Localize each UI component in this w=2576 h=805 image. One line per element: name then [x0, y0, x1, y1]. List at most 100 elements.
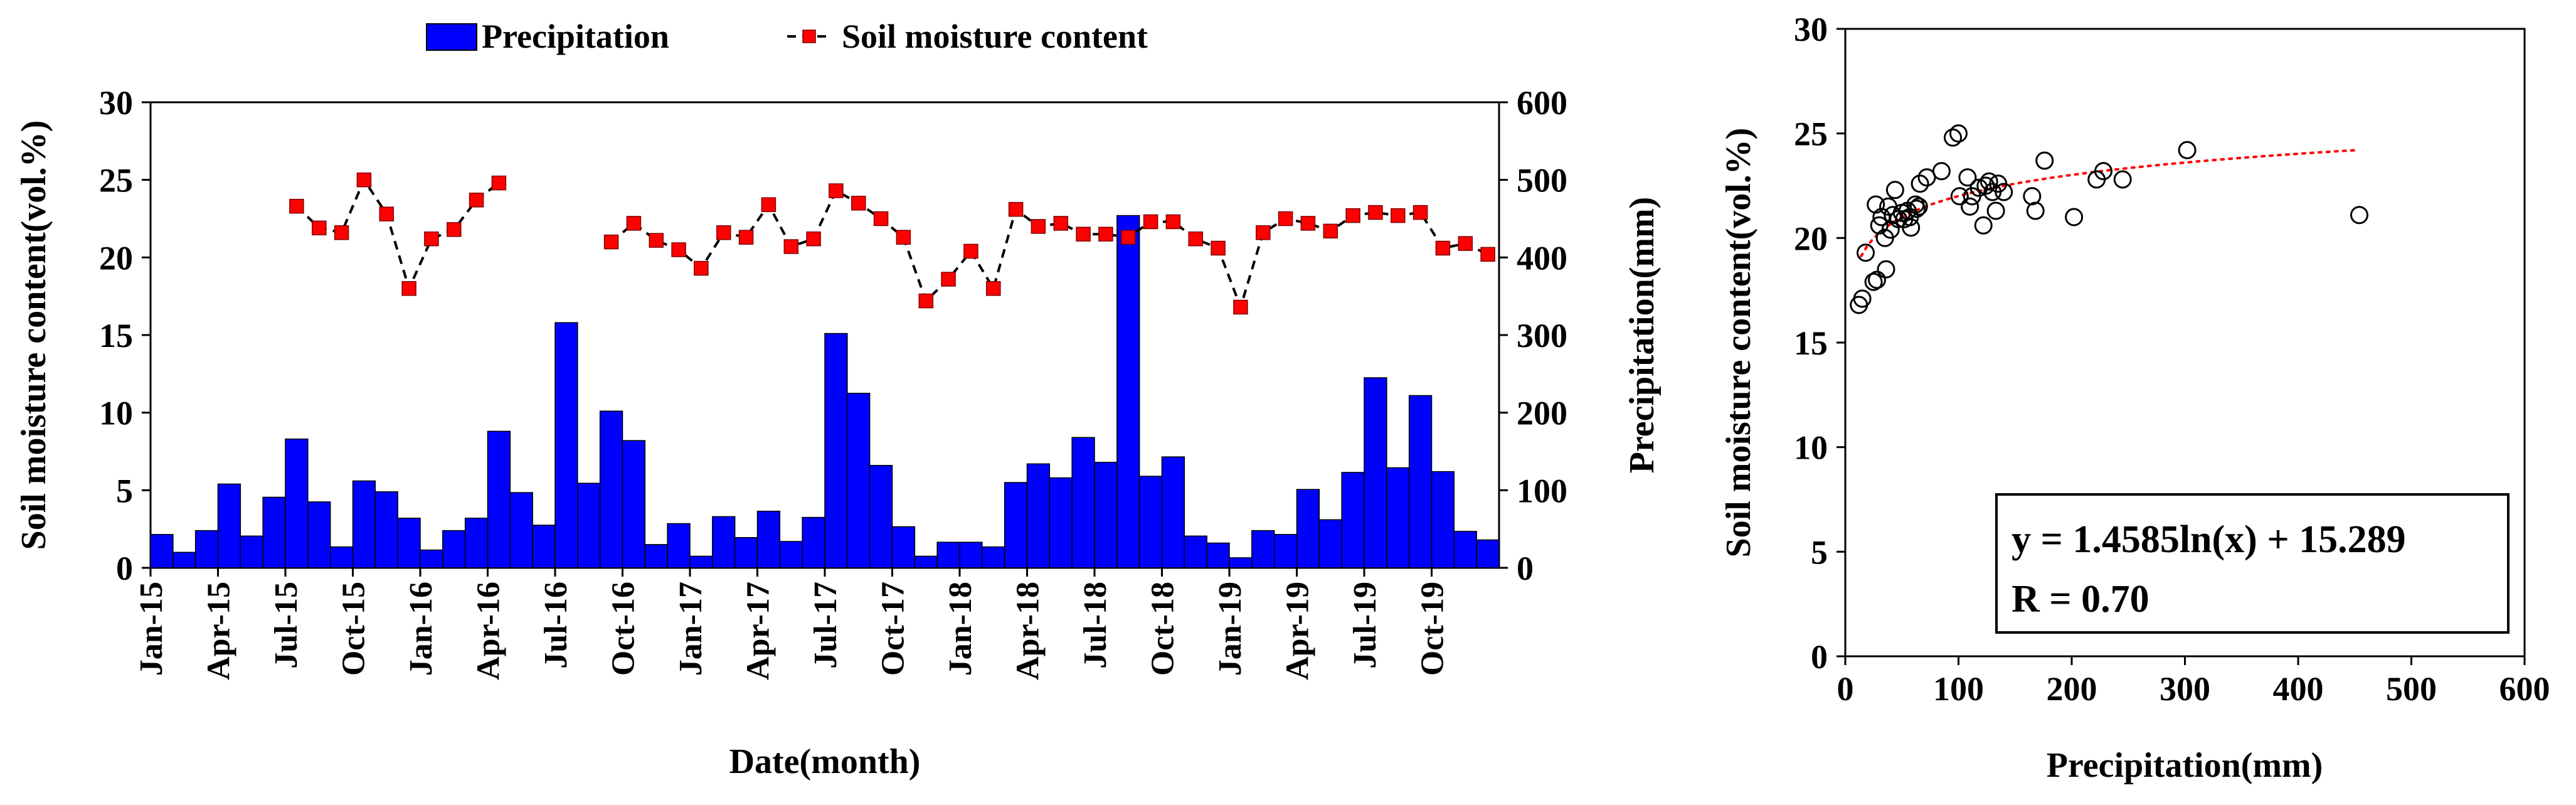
y-left-tick-label: 30 — [99, 84, 133, 122]
soil-moisture-series — [289, 172, 1495, 315]
x-tick-label: Apr-17 — [741, 582, 777, 680]
soil-moisture-marker — [671, 242, 686, 257]
scatter-point — [2035, 151, 2054, 170]
soil-moisture-marker — [401, 281, 416, 296]
scatter-point — [1969, 178, 1988, 197]
scatter-point — [1976, 176, 1995, 195]
scatter-x-axis-title: Precipitation(mm) — [2047, 746, 2323, 785]
precipitation-bar — [240, 535, 263, 568]
equation-box-frame — [1995, 493, 2510, 634]
precipitation-bar — [914, 555, 938, 568]
y-right-tick-label: 400 — [1517, 239, 1567, 277]
soil-moisture-marker — [649, 233, 664, 248]
scatter-y-tick-label: 15 — [1794, 324, 1828, 362]
scatter-point — [1974, 216, 1993, 235]
precipitation-bar — [464, 518, 489, 568]
y-right-tick-label: 600 — [1517, 84, 1567, 122]
soil-moisture-marker — [469, 193, 484, 208]
soil-moisture-marker — [424, 231, 439, 247]
legend-swatch-precipitation — [426, 23, 477, 51]
scatter-point — [1868, 270, 1886, 289]
scatter-x-tick-label: 100 — [1933, 670, 1984, 708]
precipitation-bar — [891, 526, 916, 568]
precipitation-bar — [1206, 542, 1230, 568]
precipitation-bar — [329, 546, 354, 568]
precipitation-bar — [1138, 476, 1163, 568]
soil-moisture-marker — [1391, 208, 1406, 223]
scatter-point — [1857, 243, 1875, 262]
precipitation-bar — [397, 518, 421, 568]
soil-moisture-marker — [312, 220, 327, 236]
x-tick-label: Jul-16 — [538, 582, 574, 669]
soil-moisture-marker — [738, 230, 754, 245]
scatter-point — [2350, 206, 2368, 225]
soil-moisture-marker — [1435, 240, 1451, 256]
precipitation-bar — [1094, 462, 1118, 568]
soil-moisture-line — [610, 189, 1488, 311]
x-tick-label: Oct-17 — [876, 582, 911, 676]
scatter-point — [1932, 162, 1951, 181]
soil-moisture-marker — [447, 222, 462, 237]
x-tick-label: Jul-18 — [1078, 582, 1113, 669]
soil-moisture-marker — [1368, 205, 1383, 220]
soil-moisture-marker — [716, 225, 731, 240]
soil-moisture-marker — [963, 243, 978, 259]
time-series-chart: Precipitation Soil moisture content 0 5 10… — [14, 18, 1662, 781]
precipitation-bar — [1026, 463, 1051, 568]
soil-moisture-marker — [334, 225, 349, 240]
precipitation-bar — [532, 525, 556, 568]
scatter-y-tick-label: 0 — [1811, 638, 1828, 676]
precipitation-bar — [1386, 467, 1410, 568]
precipitation-bar — [847, 393, 871, 568]
soil-moisture-marker — [873, 211, 889, 227]
scatter-point — [1867, 195, 1885, 214]
equation-box: y = 1.4585ln(x) + 15.289 R = 0.70 — [1995, 493, 2510, 634]
soil-moisture-marker — [1143, 214, 1158, 230]
soil-moisture-marker — [356, 172, 372, 188]
precipitation-bar — [622, 440, 646, 568]
precipitation-bar — [802, 516, 825, 568]
precipitation-bar — [1116, 215, 1140, 568]
soil-moisture-marker — [829, 183, 844, 198]
precipitation-bar — [487, 430, 511, 568]
precipitation-bar — [150, 534, 174, 568]
y-right-tick-label: 100 — [1517, 472, 1567, 509]
precipitation-bar — [1296, 489, 1320, 568]
scatter-point — [1907, 200, 1926, 218]
x-tick-label: Apr-15 — [201, 582, 237, 680]
scatter-y-tick-label: 10 — [1794, 429, 1828, 467]
precipitation-bar — [712, 516, 736, 568]
precipitation-bar — [667, 523, 691, 568]
precipitation-bars — [150, 215, 1500, 568]
soil-moisture-marker — [761, 197, 777, 212]
x-tick-label: Apr-19 — [1280, 582, 1316, 680]
y-left-tick-label: 10 — [99, 395, 133, 432]
scatter-point — [1980, 172, 1998, 191]
x-tick-label: Oct-15 — [336, 582, 372, 676]
precipitation-bar — [194, 530, 219, 568]
y-left-tick-label: 15 — [99, 317, 133, 355]
precipitation-bar — [262, 496, 286, 568]
precipitation-bar — [217, 483, 241, 568]
scatter-points — [1850, 124, 2368, 314]
x-tick-label: Apr-16 — [471, 582, 507, 680]
x-tick-label: Oct-19 — [1415, 582, 1451, 676]
scatter-point — [2113, 170, 2132, 189]
fit-equation: y = 1.4585ln(x) + 15.289 — [2012, 518, 2406, 561]
soil-moisture-marker — [1031, 219, 1046, 234]
scatter-point — [1853, 289, 1872, 308]
soil-moisture-marker — [1256, 225, 1271, 240]
precipitation-bar — [824, 333, 848, 568]
scatter-x-tick-label: 0 — [1837, 670, 1854, 708]
precipitation-bar — [509, 492, 533, 568]
soil-moisture-marker — [1121, 230, 1136, 245]
soil-moisture-marker — [694, 260, 709, 276]
x-tick-label: Jan-19 — [1212, 582, 1248, 676]
legend: Precipitation Soil moisture content — [426, 18, 1148, 55]
precipitation-bar — [869, 465, 893, 568]
x-tick-label: Jul-17 — [808, 582, 844, 669]
precipitation-bar — [756, 510, 781, 568]
